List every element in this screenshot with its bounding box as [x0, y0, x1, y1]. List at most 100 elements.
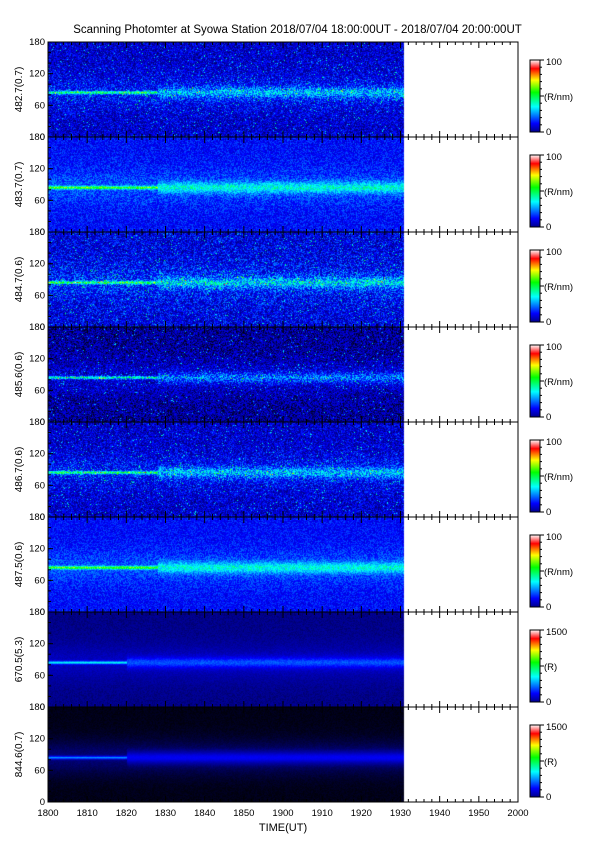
colorbar-min-label: 0 [546, 602, 551, 613]
x-tick-label: 1940 [429, 808, 450, 819]
y-tick-label: 0 [40, 417, 45, 428]
panel-ylabel-4: 486.7(0.6) [14, 447, 25, 493]
y-tick-label: 0 [40, 702, 45, 713]
panel-ylabel-5: 487.5(0.6) [14, 542, 25, 588]
panel-ylabel-1: 483.7(0.7) [14, 162, 25, 208]
colorbar-4 [529, 439, 541, 513]
y-tick-label: 60 [34, 575, 45, 586]
y-tick-label: 180 [29, 607, 45, 618]
heatmap-panel-3 [48, 327, 406, 422]
x-tick-label: 1850 [233, 808, 254, 819]
colorbar-6 [529, 629, 541, 703]
heatmap-panel-4 [48, 422, 406, 517]
y-tick-label: 120 [29, 354, 45, 365]
x-tick-label: 1900 [272, 808, 293, 819]
heatmap-panel-2 [48, 232, 406, 327]
panel-frame-5 [47, 516, 519, 613]
panel-ylabel-0: 482.7(0.7) [14, 67, 25, 113]
y-tick-label: 60 [34, 765, 45, 776]
y-tick-label: 60 [34, 290, 45, 301]
heatmap-panel-5 [48, 517, 406, 612]
colorbar-max-label: 1500 [546, 722, 567, 733]
y-tick-label: 120 [29, 449, 45, 460]
colorbar-0 [529, 59, 541, 133]
chart-title: Scanning Photomter at Syowa Station 2018… [73, 24, 522, 36]
panel-ylabel-7: 844.6(0.7) [14, 732, 25, 778]
colorbar-unit-label: (R/nm) [544, 567, 573, 578]
colorbar-7 [529, 724, 541, 798]
y-tick-label: 120 [29, 69, 45, 80]
panel-frame-4 [47, 421, 519, 518]
panel-ylabel-3: 485.6(0.6) [14, 352, 25, 398]
colorbar-unit-label: (R) [544, 757, 557, 768]
y-tick-label: 180 [29, 132, 45, 143]
colorbar-5 [529, 534, 541, 608]
y-tick-label: 60 [34, 670, 45, 681]
x-tick-label: 1910 [312, 808, 333, 819]
x-tick-label: 1920 [351, 808, 372, 819]
y-tick-label: 120 [29, 734, 45, 745]
y-tick-label: 180 [29, 37, 45, 48]
y-tick-label: 180 [29, 702, 45, 713]
y-tick-label: 120 [29, 164, 45, 175]
panel-frame-1 [47, 136, 519, 233]
y-tick-label: 180 [29, 322, 45, 333]
y-tick-label: 60 [34, 195, 45, 206]
colorbar-max-label: 100 [546, 247, 562, 258]
y-tick-label: 180 [29, 417, 45, 428]
colorbar-2 [529, 249, 541, 323]
x-tick-label: 1930 [390, 808, 411, 819]
colorbar-unit-label: (R/nm) [544, 377, 573, 388]
colorbar-max-label: 100 [546, 437, 562, 448]
colorbar-max-label: 100 [546, 342, 562, 353]
colorbar-3 [529, 344, 541, 418]
colorbar-min-label: 0 [546, 792, 551, 803]
colorbar-unit-label: (R/nm) [544, 187, 573, 198]
colorbar-min-label: 0 [546, 697, 551, 708]
colorbar-max-label: 100 [546, 152, 562, 163]
x-tick-label: 1820 [116, 808, 137, 819]
y-tick-label: 0 [40, 607, 45, 618]
colorbar-unit-label: (R) [544, 662, 557, 673]
y-tick-label: 120 [29, 639, 45, 650]
panel-ylabel-2: 484.7(0.6) [14, 257, 25, 303]
y-tick-label: 0 [40, 512, 45, 523]
heatmap-panel-1 [48, 137, 406, 232]
y-tick-label: 180 [29, 227, 45, 238]
heatmap-panel-6 [48, 612, 406, 707]
heatmap-panel-0 [48, 42, 406, 137]
panel-frame-3 [47, 326, 519, 423]
y-tick-label: 0 [40, 322, 45, 333]
panel-frame-0 [47, 41, 519, 138]
y-tick-label: 60 [34, 100, 45, 111]
colorbar-max-label: 100 [546, 532, 562, 543]
colorbar-min-label: 0 [546, 507, 551, 518]
x-tick-label: 1840 [194, 808, 215, 819]
y-tick-label: 120 [29, 544, 45, 555]
colorbar-max-label: 100 [546, 57, 562, 68]
y-tick-label: 60 [34, 480, 45, 491]
colorbar-min-label: 0 [546, 222, 551, 233]
x-tick-label: 1950 [468, 808, 489, 819]
colorbar-1 [529, 154, 541, 228]
x-tick-label: 1810 [77, 808, 98, 819]
panel-frame-6 [47, 611, 519, 708]
x-axis-label: TIME(UT) [258, 822, 308, 834]
y-tick-label: 120 [29, 259, 45, 270]
panel-frame-7 [47, 706, 519, 803]
colorbar-max-label: 1500 [546, 627, 567, 638]
y-tick-label: 0 [40, 132, 45, 143]
y-tick-label: 0 [40, 797, 45, 808]
colorbar-unit-label: (R/nm) [544, 282, 573, 293]
colorbar-unit-label: (R/nm) [544, 472, 573, 483]
colorbar-min-label: 0 [546, 412, 551, 423]
y-tick-label: 0 [40, 227, 45, 238]
colorbar-unit-label: (R/nm) [544, 92, 573, 103]
panel-frame-2 [47, 231, 519, 328]
x-tick-label: 1800 [37, 808, 58, 819]
panel-ylabel-6: 670.5(5.3) [14, 637, 25, 683]
colorbar-min-label: 0 [546, 317, 551, 328]
colorbar-min-label: 0 [546, 127, 551, 138]
y-tick-label: 60 [34, 385, 45, 396]
